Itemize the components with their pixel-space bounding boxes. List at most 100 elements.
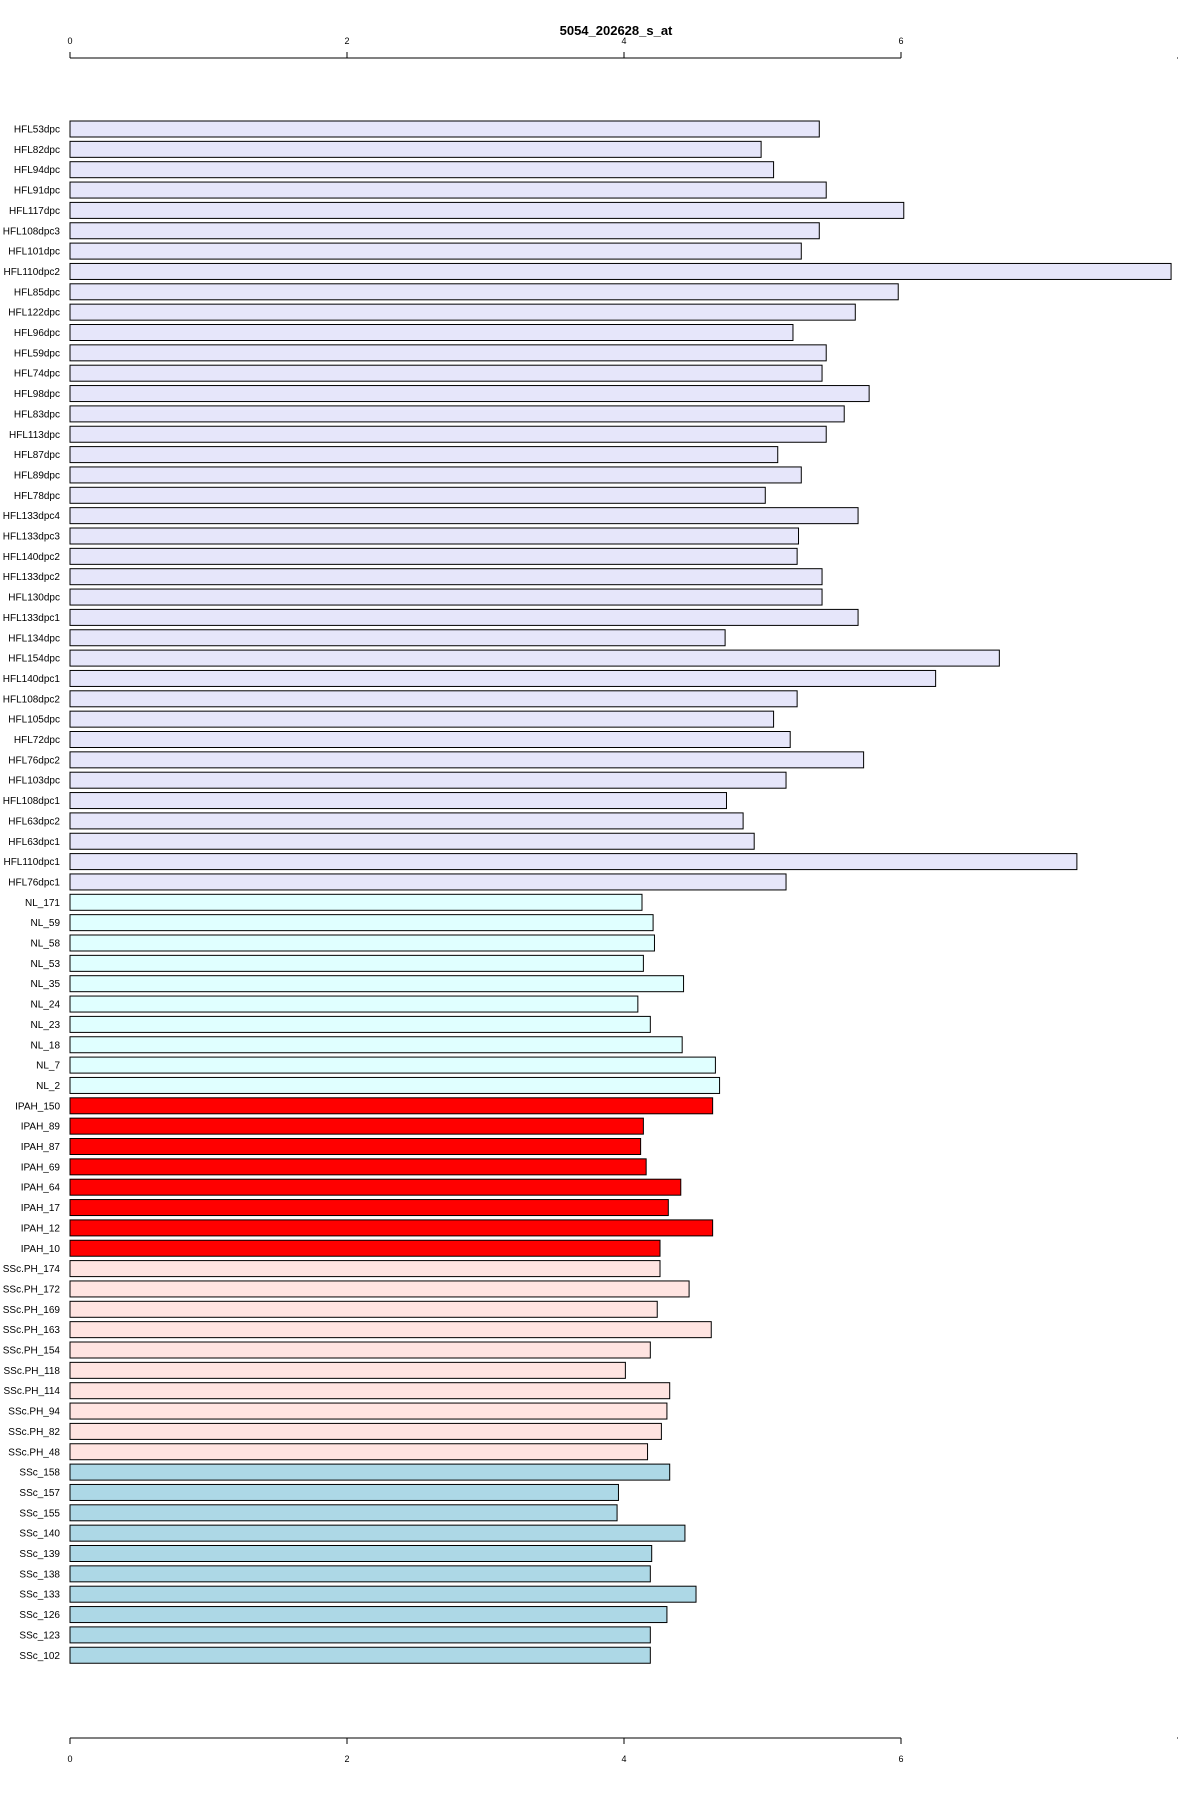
category-label: HFL133dpc1 <box>3 613 61 624</box>
bar <box>69 324 794 341</box>
bar <box>69 873 787 891</box>
bar <box>69 812 744 830</box>
bar <box>69 669 937 687</box>
bar <box>69 792 727 810</box>
bar <box>69 1443 649 1461</box>
bar <box>69 405 845 423</box>
category-label: SSc.PH_82 <box>8 1427 60 1438</box>
category-label: HFL91dpc <box>14 186 60 197</box>
x-axis-top-tick-label: 4 <box>621 36 626 46</box>
x-axis-bottom-tick-label: 0 <box>67 1754 72 1764</box>
bar <box>69 608 859 626</box>
category-label: SSc_102 <box>19 1651 60 1662</box>
category-label: HFL76dpc2 <box>8 755 60 766</box>
bars-group <box>69 120 1172 1664</box>
bar <box>69 690 798 708</box>
bar <box>69 222 820 240</box>
bar <box>69 1524 686 1542</box>
category-label: HFL85dpc <box>14 287 60 298</box>
bar <box>69 242 802 260</box>
bar <box>69 140 762 158</box>
category-label: HFL74dpc <box>14 369 60 380</box>
bar <box>69 1483 619 1501</box>
bar <box>69 832 755 850</box>
category-label: NL_59 <box>31 918 61 929</box>
x-axis-top-tick-label: 0 <box>67 36 72 46</box>
category-label: HFL113dpc <box>9 430 60 441</box>
category-label: SSc.PH_163 <box>3 1325 61 1336</box>
category-label: IPAH_150 <box>15 1101 60 1112</box>
category-label: IPAH_17 <box>21 1203 61 1214</box>
bar <box>69 1504 618 1522</box>
bar <box>69 1117 644 1135</box>
category-label: HFL101dpc <box>8 247 60 258</box>
bar <box>69 1178 682 1196</box>
category-label: SSc_126 <box>19 1610 60 1621</box>
category-label: NL_18 <box>31 1040 61 1051</box>
category-label: HFL154dpc <box>8 654 60 665</box>
category-label: HFL117dpc <box>9 206 60 217</box>
category-label: HFL108dpc3 <box>3 226 61 237</box>
category-label: HFL53dpc <box>14 125 60 136</box>
category-label: NL_35 <box>31 979 61 990</box>
category-label: SSc_123 <box>19 1630 60 1641</box>
bar <box>69 1138 642 1155</box>
bar <box>69 975 685 993</box>
bar <box>69 446 779 464</box>
bar <box>69 853 1078 871</box>
category-label: IPAH_10 <box>21 1244 61 1255</box>
category-label: HFL105dpc <box>8 715 60 726</box>
bar <box>69 934 655 952</box>
category-label: NL_24 <box>31 1000 61 1011</box>
category-label: HFL96dpc <box>14 328 60 339</box>
bar <box>69 771 787 789</box>
bar <box>69 1422 662 1440</box>
category-label: HFL110dpc2 <box>3 267 60 278</box>
category-label: IPAH_87 <box>21 1142 61 1153</box>
category-label: NL_53 <box>31 959 61 970</box>
category-label: HFL122dpc <box>8 308 60 319</box>
category-label: SSc_139 <box>19 1549 60 1560</box>
bar <box>69 1382 671 1400</box>
bar <box>69 181 827 199</box>
category-label: HFL63dpc1 <box>8 837 60 848</box>
category-label: SSc_155 <box>19 1508 60 1519</box>
category-label: SSc.PH_118 <box>3 1366 60 1377</box>
bar <box>69 385 870 403</box>
category-label: NL_7 <box>36 1061 60 1072</box>
bar <box>69 161 775 179</box>
category-label: NL_171 <box>25 898 60 909</box>
category-label: IPAH_89 <box>21 1122 61 1133</box>
bar <box>69 995 639 1013</box>
category-label: HFL140dpc2 <box>3 552 61 563</box>
category-label: IPAH_64 <box>21 1183 61 1194</box>
category-label: SSc_157 <box>19 1488 60 1499</box>
category-label: NL_58 <box>31 939 61 950</box>
category-label: HFL63dpc2 <box>8 816 60 827</box>
bar <box>69 914 654 932</box>
category-label: HFL98dpc <box>14 389 60 400</box>
x-axis-bottom-tick-label: 2 <box>344 1754 349 1764</box>
category-label: SSc.PH_172 <box>3 1284 61 1295</box>
bar <box>69 262 1172 280</box>
category-labels: HFL53dpc HFL82dpc HFL94dpc HFL91dpc HFL117dp… <box>3 125 61 1662</box>
bar <box>69 710 775 728</box>
bar <box>69 303 856 321</box>
x-axis-top: 0 2 4 6 <box>67 36 1178 59</box>
bar <box>69 364 823 382</box>
category-label: SSc.PH_94 <box>8 1407 60 1418</box>
category-label: HFL82dpc <box>14 145 60 156</box>
category-label: HFL94dpc <box>14 165 60 176</box>
bar <box>69 1321 712 1339</box>
category-label: HFL133dpc2 <box>3 572 61 583</box>
x-axis-top-tick-label: 6 <box>898 36 903 46</box>
category-label: HFL140dpc1 <box>3 674 61 685</box>
category-label: SSc.PH_174 <box>3 1264 61 1275</box>
category-label: NL_2 <box>36 1081 60 1092</box>
bar <box>69 1646 651 1664</box>
category-label: IPAH_69 <box>21 1162 61 1173</box>
chart-title: 5054_202628_s_at <box>560 23 673 38</box>
bar <box>69 751 865 769</box>
